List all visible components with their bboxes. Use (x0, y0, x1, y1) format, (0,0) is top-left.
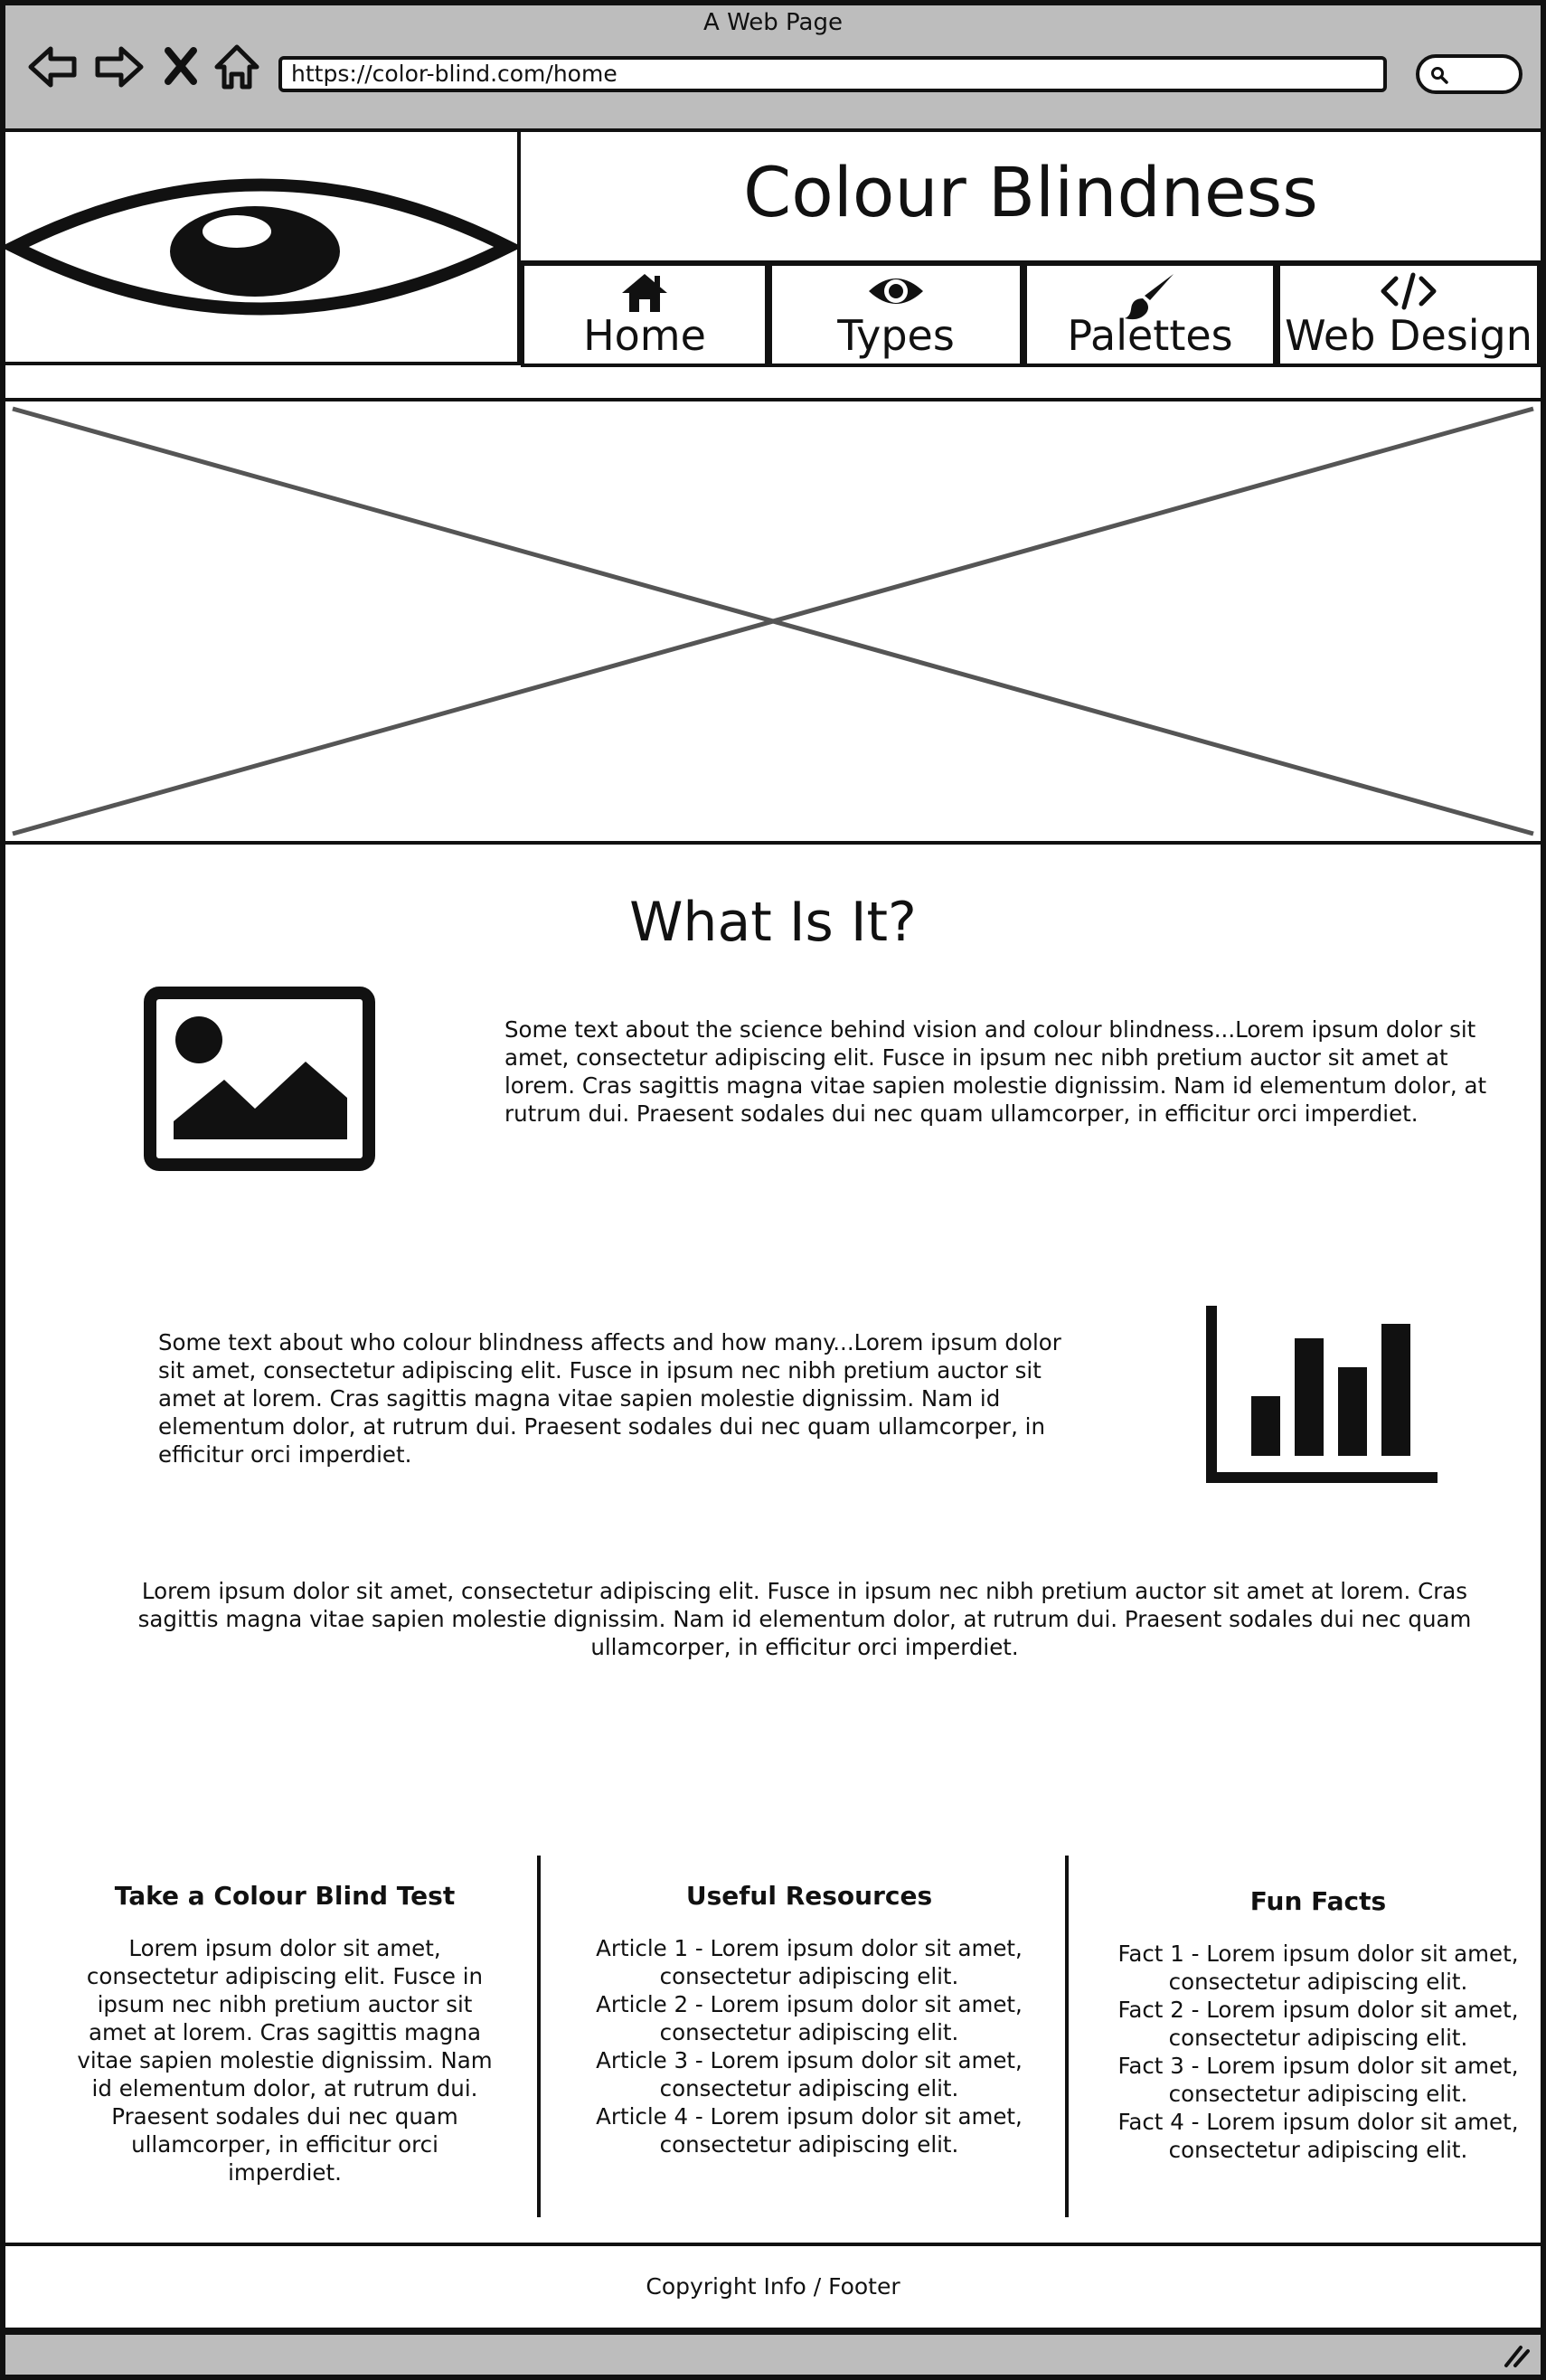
useful-resources-title: Useful Resources (685, 1881, 933, 1911)
article-link[interactable]: Article 4 - Lorem ipsum dolor sit amet, … (596, 2103, 1023, 2158)
page-footer: Copyright Info / Footer (5, 2243, 1541, 2331)
browser-status-bar (0, 2331, 1546, 2380)
image-placeholder-icon (12, 406, 1534, 836)
fun-facts-column: Fun Facts Fact 1 - Lorem ipsum dolor sit… (1101, 1886, 1535, 2164)
resize-handle-icon[interactable] (1501, 2342, 1533, 2369)
article-link[interactable]: Article 1 - Lorem ipsum dolor sit amet, … (596, 1935, 1023, 1989)
fun-facts-title: Fun Facts (1249, 1886, 1387, 1916)
browser-search-box[interactable] (1416, 54, 1522, 94)
nav-web-design-label: Web Design (1285, 311, 1532, 360)
fact-item: Fact 3 - Lorem ipsum dolor sit amet, con… (1117, 2053, 1519, 2107)
section-heading: What Is It? (629, 891, 917, 954)
window-title: A Web Page (703, 9, 843, 36)
bar-chart-icon (1206, 1306, 1438, 1483)
nav-palettes[interactable]: Palettes (1023, 262, 1277, 367)
page-frame (0, 132, 1546, 2338)
colour-blind-test-column: Take a Colour Blind Test Lorem ipsum dol… (72, 1881, 497, 2186)
useful-resources-column: Useful Resources Article 1 - Lorem ipsum… (579, 1881, 1040, 2158)
nav-home[interactable]: Home (521, 262, 768, 367)
search-icon (1431, 67, 1448, 84)
close-icon[interactable] (159, 40, 204, 94)
home-icon[interactable] (210, 40, 264, 94)
colour-blind-test-text: Lorem ipsum dolor sit amet, consectetur … (77, 1935, 493, 2186)
article-link[interactable]: Article 2 - Lorem ipsum dolor sit amet, … (596, 1991, 1023, 2045)
column-divider (537, 1856, 541, 2217)
forward-icon[interactable] (92, 40, 146, 94)
affected-paragraph: Some text about who colour blindness aff… (158, 1329, 1061, 1468)
nav-palettes-label: Palettes (1067, 311, 1233, 360)
hero-image-placeholder (5, 398, 1541, 845)
fact-item: Fact 2 - Lorem ipsum dolor sit amet, con… (1117, 1997, 1519, 2051)
house-icon (622, 274, 667, 312)
nav-home-label: Home (583, 311, 706, 360)
url-bar[interactable]: https://color-blind.com/home (278, 56, 1387, 92)
eye-icon (0, 178, 523, 316)
nav-web-design[interactable]: Web Design (1277, 262, 1541, 367)
image-icon (144, 987, 375, 1171)
paintbrush-icon (1125, 274, 1174, 320)
summary-paragraph: Lorem ipsum dolor sit amet, consectetur … (137, 1578, 1472, 1660)
column-divider (1065, 1856, 1069, 2217)
nav-types[interactable]: Types (768, 262, 1023, 367)
site-logo[interactable] (0, 132, 523, 365)
colour-blind-test-title[interactable]: Take a Colour Blind Test (114, 1881, 456, 1911)
back-icon[interactable] (25, 40, 80, 94)
eye-icon (869, 279, 923, 304)
fact-item: Fact 1 - Lorem ipsum dolor sit amet, con… (1117, 1941, 1519, 1995)
site-title: Colour Blindness (743, 152, 1318, 232)
article-link[interactable]: Article 3 - Lorem ipsum dolor sit amet, … (596, 2047, 1023, 2101)
fact-item: Fact 4 - Lorem ipsum dolor sit amet, con… (1117, 2109, 1519, 2163)
nav-types-label: Types (837, 311, 955, 360)
science-paragraph: Some text about the science behind visio… (504, 1016, 1487, 1127)
code-icon (1381, 272, 1437, 310)
